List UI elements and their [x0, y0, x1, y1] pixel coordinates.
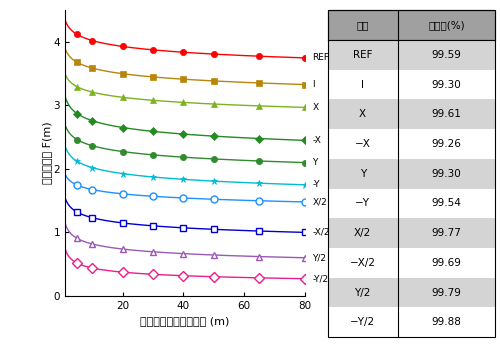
- Text: -X: -X: [312, 136, 322, 145]
- Text: Y: Y: [312, 158, 318, 167]
- Text: X/2: X/2: [312, 197, 327, 206]
- Text: 99.30: 99.30: [432, 169, 462, 179]
- Text: 99.69: 99.69: [432, 258, 462, 268]
- Text: 99.77: 99.77: [432, 228, 462, 238]
- Text: Y: Y: [360, 169, 366, 179]
- Text: -Y/2: -Y/2: [312, 274, 328, 283]
- Text: −Y/2: −Y/2: [350, 317, 375, 327]
- X-axis label: クリフォード操作回数 (m): クリフォード操作回数 (m): [140, 316, 230, 326]
- Text: X: X: [312, 103, 318, 112]
- Text: Y/2: Y/2: [354, 288, 371, 298]
- Text: 99.79: 99.79: [432, 288, 462, 298]
- Text: −Y: −Y: [355, 198, 370, 208]
- Text: −X: −X: [354, 139, 370, 149]
- Text: REF: REF: [312, 53, 330, 62]
- Text: I: I: [312, 80, 315, 89]
- Text: 99.59: 99.59: [432, 50, 462, 60]
- Text: 99.30: 99.30: [432, 79, 462, 89]
- Text: 99.26: 99.26: [432, 139, 462, 149]
- Text: 忠実度(%): 忠実度(%): [428, 20, 465, 30]
- Text: REF: REF: [353, 50, 372, 60]
- Text: -Y: -Y: [312, 180, 320, 189]
- Text: I: I: [361, 79, 364, 89]
- Text: X: X: [359, 109, 366, 119]
- Text: 99.88: 99.88: [432, 317, 462, 327]
- Text: 99.61: 99.61: [432, 109, 462, 119]
- Text: Y/2: Y/2: [312, 253, 326, 262]
- Text: −X/2: −X/2: [350, 258, 376, 268]
- Text: 99.54: 99.54: [432, 198, 462, 208]
- Y-axis label: 操作忠実度 F(m): 操作忠実度 F(m): [42, 122, 52, 184]
- Text: -X/2: -X/2: [312, 228, 330, 237]
- Text: X/2: X/2: [354, 228, 372, 238]
- Text: 操作: 操作: [356, 20, 369, 30]
